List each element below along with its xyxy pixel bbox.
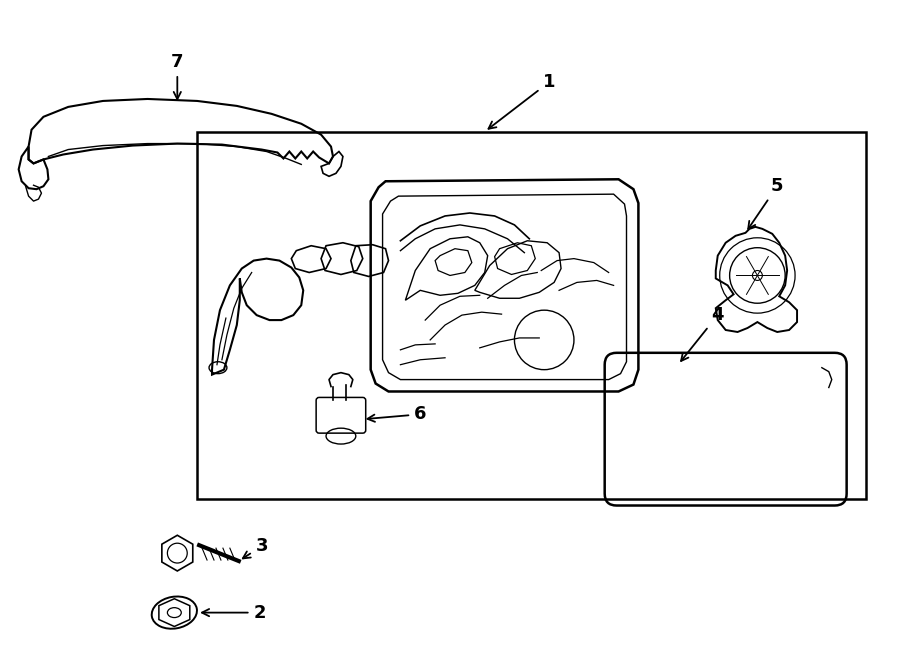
- Text: 1: 1: [489, 73, 555, 129]
- Bar: [197, 132, 867, 498]
- Text: 6: 6: [367, 405, 427, 423]
- Text: 2: 2: [202, 603, 266, 621]
- Text: 5: 5: [748, 177, 784, 229]
- Text: 4: 4: [681, 306, 724, 361]
- Text: 7: 7: [171, 54, 184, 99]
- Text: 3: 3: [243, 537, 268, 559]
